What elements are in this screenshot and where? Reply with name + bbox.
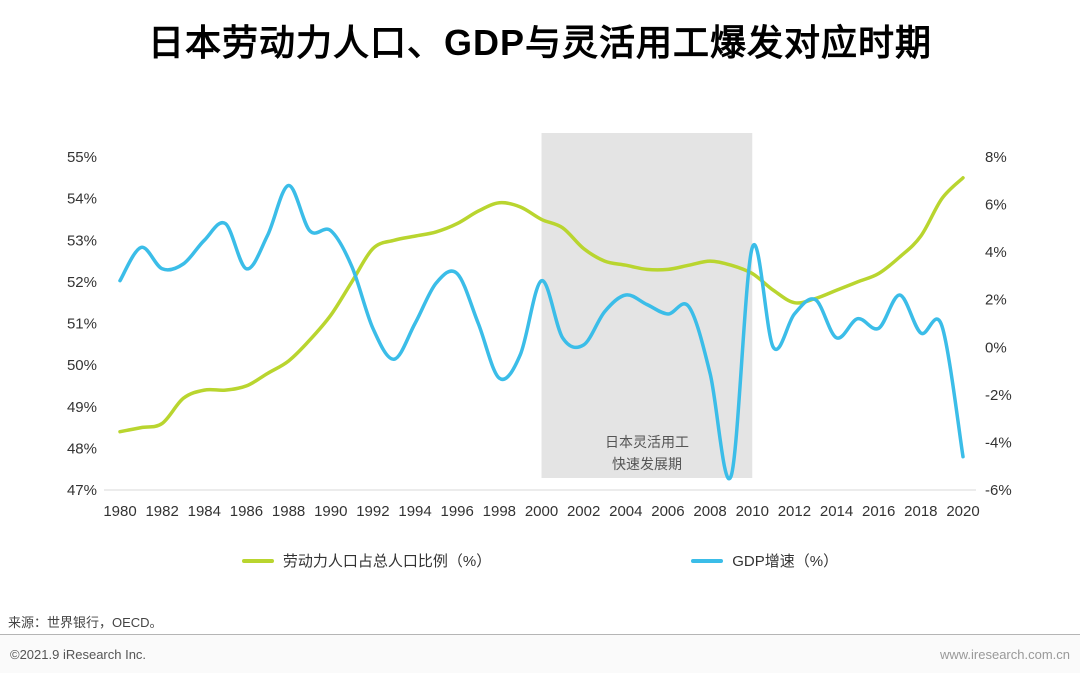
- gdp-swatch: [691, 558, 724, 563]
- left-axis-tick: 53%: [67, 232, 97, 249]
- left-axis-tick: 47%: [67, 482, 97, 499]
- x-axis-tick: 2010: [736, 503, 769, 520]
- page-title: 日本劳动力人口、GDP与灵活用工爆发对应时期: [147, 22, 932, 63]
- footer-bar: ©2021.9 iResearch Inc. www.iresearch.com…: [0, 634, 1080, 673]
- x-axis-tick: 2014: [820, 503, 853, 520]
- x-axis-tick: 1998: [483, 503, 516, 520]
- website-link[interactable]: www.iresearch.com.cn: [939, 646, 1070, 662]
- left-axis-tick: 52%: [67, 274, 97, 291]
- right-axis-tick: -6%: [985, 482, 1012, 499]
- x-axis-tick: 2016: [862, 503, 895, 520]
- gdp-growth-line: [118, 183, 965, 481]
- labor-force-swatch: [241, 558, 274, 563]
- left-axis-tick: 49%: [67, 399, 97, 416]
- x-axis-tick: 1982: [145, 503, 178, 520]
- source-note: 来源：世界银行，OECD。: [8, 615, 163, 630]
- x-axis-tick: 2012: [778, 503, 811, 520]
- x-axis-tick: 2002: [567, 503, 600, 520]
- x-axis-tick: 2018: [904, 503, 937, 520]
- shade-annotation-line2: 快速发展期: [612, 456, 682, 472]
- copyright-text: ©2021.9 iResearch Inc.: [10, 646, 147, 662]
- shade-annotation: 日本灵活用工 快速发展期: [547, 431, 747, 475]
- x-axis-tick: 1996: [441, 503, 474, 520]
- line-chart: 55% 54% 53% 52% 51% 50% 49% 48% 47% 8% 6% 4% 2% 0% -2%…: [67, 133, 1012, 520]
- right-axis-tick: -2%: [985, 387, 1012, 404]
- x-axis-tick: 1980: [103, 503, 136, 520]
- x-axis-tick: 2004: [609, 503, 642, 520]
- left-axis-tick: 50%: [67, 357, 97, 374]
- x-axis-tick: 1988: [272, 503, 305, 520]
- right-axis-tick: 8%: [985, 149, 1007, 166]
- legend-label-labor-force: 劳动力人口占总人口比例（%）: [282, 553, 492, 570]
- right-axis-tick: 6%: [985, 197, 1007, 214]
- legend-label-gdp: GDP增速（%）: [732, 553, 839, 570]
- x-axis-tick: 1986: [230, 503, 263, 520]
- x-axis-tick: 2006: [651, 503, 684, 520]
- left-axis-tick: 54%: [67, 191, 97, 208]
- x-axis-tick: 1990: [314, 503, 347, 520]
- left-axis-tick: 55%: [67, 149, 97, 166]
- legend-item-gdp: GDP增速（%）: [691, 550, 838, 571]
- labor-force-line: [118, 176, 965, 434]
- x-axis-tick: 2008: [693, 503, 726, 520]
- left-axis-tick: 48%: [67, 440, 97, 457]
- chart-legend: 劳动力人口占总人口比例（%） GDP增速（%）: [0, 550, 1080, 571]
- x-axis-tick: 1994: [398, 503, 431, 520]
- right-axis-tick: 2%: [985, 292, 1007, 309]
- x-axis-tick: 1984: [188, 503, 221, 520]
- x-axis-tick: 1992: [356, 503, 389, 520]
- right-axis-tick: -4%: [985, 434, 1012, 451]
- shade-annotation-line1: 日本灵活用工: [605, 434, 689, 450]
- right-axis-tick: 0%: [985, 339, 1007, 356]
- legend-item-labor-force: 劳动力人口占总人口比例（%）: [241, 550, 492, 571]
- right-axis-tick: 4%: [985, 244, 1007, 261]
- x-axis-tick: 2000: [525, 503, 558, 520]
- left-axis-tick: 51%: [67, 316, 97, 333]
- x-axis-tick: 2020: [946, 503, 979, 520]
